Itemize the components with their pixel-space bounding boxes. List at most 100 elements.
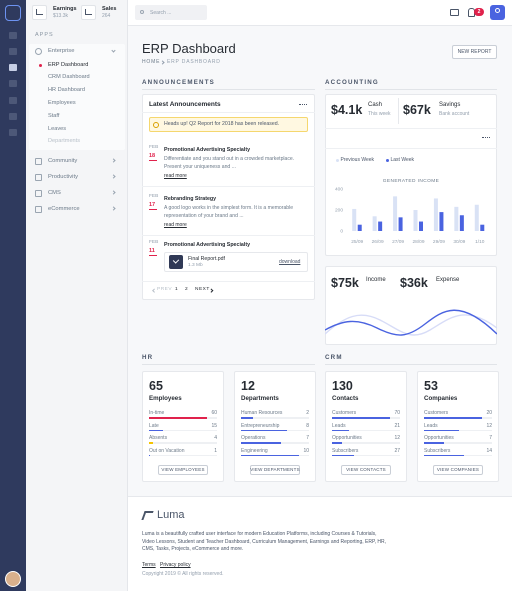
page-link[interactable]: 2	[185, 287, 189, 293]
page-link[interactable]: PREV	[157, 287, 173, 293]
row-label: Late	[149, 422, 159, 429]
submenu-item[interactable]: Employees	[48, 100, 76, 107]
view-button[interactable]	[250, 465, 300, 475]
card-menu[interactable]	[482, 137, 490, 139]
item-title[interactable]: Promotional Advertising Specialty	[164, 146, 251, 153]
footer-link[interactable]: Terms	[142, 562, 156, 568]
menu-icon	[35, 157, 42, 165]
file-box	[164, 252, 308, 272]
section-title: ANNOUNCEMENTS	[142, 79, 216, 87]
row-value: 70	[394, 410, 400, 416]
row-label: In-time	[149, 410, 165, 416]
progress-bar	[424, 417, 482, 419]
badge-count: 2	[477, 9, 481, 15]
row-value: 14	[486, 447, 492, 454]
submenu-item[interactable]: Staff	[48, 112, 60, 119]
metric-value: $67k	[403, 102, 431, 117]
menu-item[interactable]: Productivity	[48, 173, 78, 180]
footer	[128, 496, 512, 591]
view-button[interactable]	[341, 465, 391, 475]
row-value: 27	[394, 447, 400, 454]
view-button[interactable]	[158, 465, 208, 475]
nav-icon[interactable]	[9, 113, 17, 120]
stat-label: Earnings	[53, 5, 77, 12]
metric-divider	[398, 98, 399, 124]
row-label: Customers	[332, 410, 357, 416]
search-box[interactable]	[135, 5, 207, 20]
date-underline	[149, 209, 157, 210]
item-title[interactable]: Rebranding Strategy	[164, 195, 217, 202]
menu-icon	[35, 189, 42, 197]
progress-bar	[241, 454, 299, 457]
page-link[interactable]: NEXT	[195, 287, 210, 293]
date-month: FEB	[149, 194, 159, 200]
row-value: 21	[394, 422, 400, 429]
card-number: 12	[241, 378, 255, 393]
file-name: Final Report.pdf	[188, 255, 225, 262]
row-label: Entrepreneurship	[241, 422, 280, 429]
search-placeholder: Search ...	[150, 10, 172, 16]
wave-line	[325, 309, 497, 336]
alert	[149, 117, 308, 132]
card-rule	[142, 112, 315, 113]
date-day: 18	[149, 152, 156, 159]
progress-track	[149, 442, 217, 444]
date-underline	[149, 255, 157, 256]
card-label: Departments	[241, 395, 279, 403]
active-dot	[39, 63, 42, 67]
row-label: Subscribers	[424, 447, 451, 454]
row-value: 15	[211, 422, 217, 429]
submenu-item[interactable]: HR Dashboard	[48, 87, 85, 94]
download-link[interactable]: download	[279, 259, 301, 265]
nav-icon[interactable]	[9, 32, 17, 39]
row-value: 1	[214, 447, 217, 454]
nav-icon[interactable]	[9, 97, 17, 104]
file-size: 1.3 Mb	[188, 263, 203, 269]
legend-label: Previous Week	[340, 157, 375, 163]
page-link[interactable]: 1	[175, 287, 179, 293]
nav-icon[interactable]	[9, 129, 17, 136]
nav-icon[interactable]	[9, 48, 17, 55]
user-avatar[interactable]	[5, 571, 21, 587]
nav-icon[interactable]	[9, 64, 17, 71]
row-label: Subscribers	[332, 447, 359, 454]
menu-item[interactable]: eCommerce	[48, 205, 80, 212]
row-value: 12	[486, 422, 492, 429]
section-rule	[325, 364, 497, 365]
card-title: Latest Announcements	[149, 101, 221, 109]
menu-item[interactable]: Enterprise	[48, 47, 75, 54]
wave	[325, 309, 497, 336]
submenu-item[interactable]: Leaves	[48, 125, 67, 132]
progress-track	[149, 429, 217, 432]
mail-icon[interactable]	[450, 9, 459, 16]
breadcrumb[interactable]: HOME	[142, 59, 161, 65]
progress-bar	[149, 429, 164, 432]
alert-icon	[153, 121, 159, 128]
read-more[interactable]: read more	[164, 222, 187, 228]
card	[325, 371, 407, 482]
card	[325, 266, 497, 345]
new-report-button[interactable]	[452, 45, 497, 59]
metric-value: $4.1k	[331, 102, 363, 117]
date-month: FEB	[149, 240, 159, 246]
submenu-item[interactable]: Departments	[48, 138, 81, 145]
menu-item[interactable]: CMS	[48, 189, 61, 196]
progress-track	[332, 454, 400, 457]
breadcrumb: ERP DASHBOARD	[167, 59, 221, 65]
progress-bar	[332, 442, 342, 444]
progress-track	[149, 454, 217, 457]
menu-item[interactable]: Community	[48, 157, 78, 164]
submenu-item[interactable]: ERP Dashboard	[48, 61, 89, 68]
submenu-item[interactable]: CRM Dashboard	[48, 74, 90, 81]
metric-label: Income	[366, 277, 386, 284]
footer-link[interactable]: Privacy policy	[160, 562, 191, 568]
nav-icon[interactable]	[9, 80, 17, 87]
stat-label: Sales	[102, 5, 117, 12]
row-label: Customers	[424, 410, 449, 416]
card-menu[interactable]	[299, 104, 307, 106]
item-title[interactable]: Promotional Advertising Specialty	[164, 241, 251, 248]
view-button[interactable]	[433, 465, 483, 475]
section-label: APPS	[35, 31, 54, 38]
read-more[interactable]: read more	[164, 173, 187, 179]
